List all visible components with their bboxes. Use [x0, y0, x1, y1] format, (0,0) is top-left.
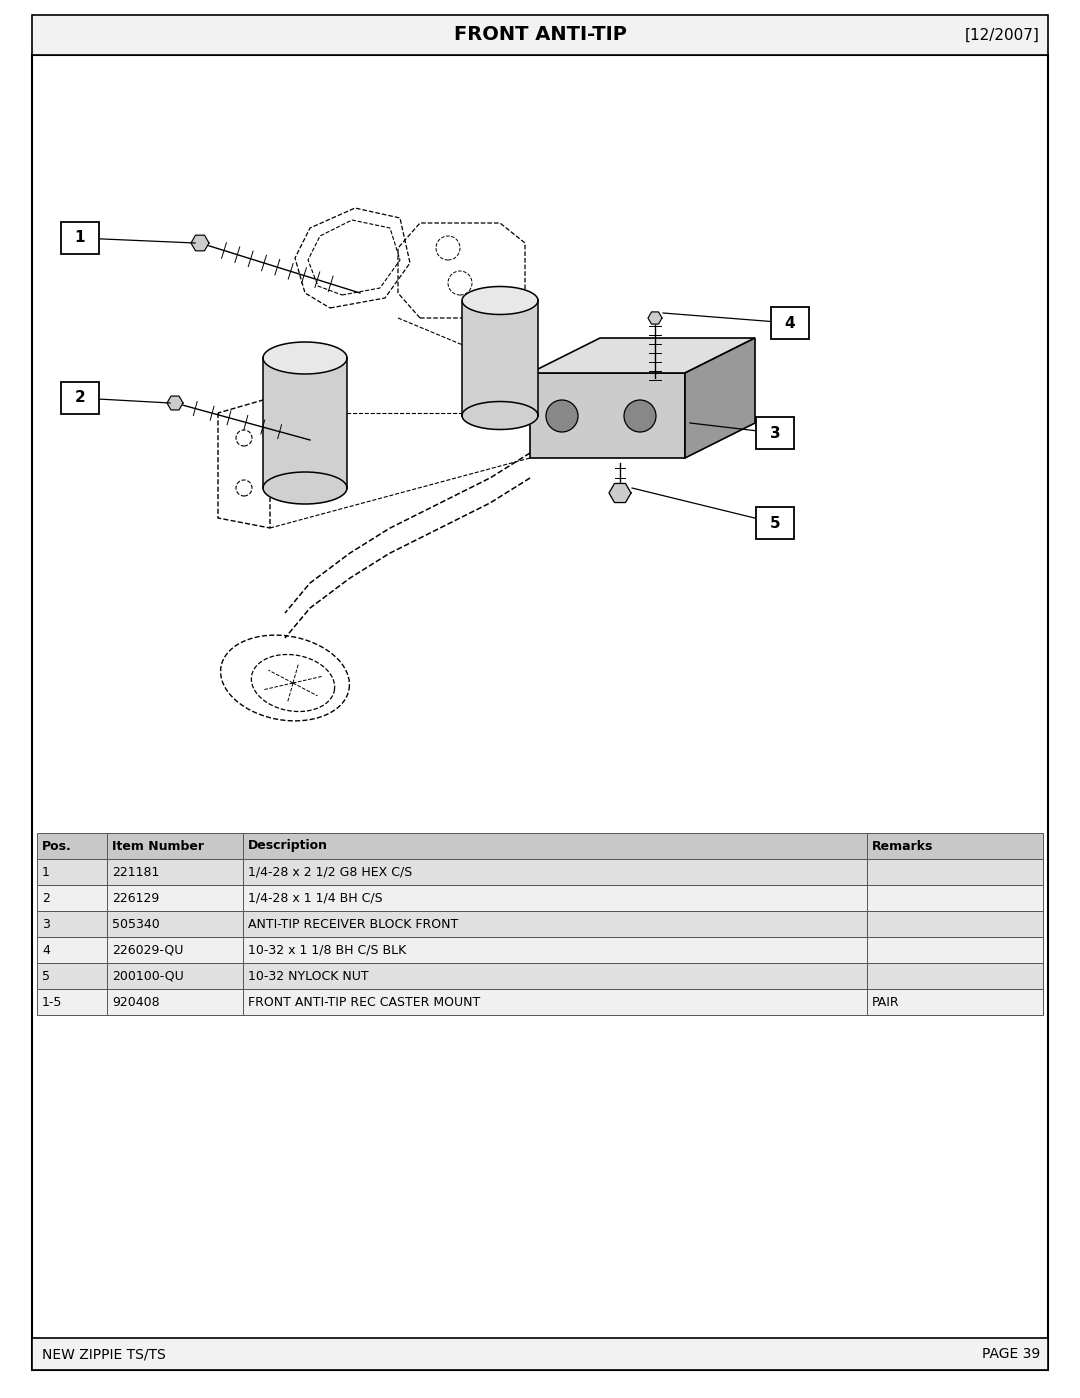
Bar — [771, 308, 809, 338]
Text: FRONT ANTI-TIP REC CASTER MOUNT: FRONT ANTI-TIP REC CASTER MOUNT — [248, 995, 481, 1008]
Text: 10-32 NYLOCK NUT: 10-32 NYLOCK NUT — [248, 969, 369, 983]
Circle shape — [546, 400, 578, 432]
Text: PAIR: PAIR — [872, 995, 900, 1008]
Text: 2: 2 — [75, 390, 85, 405]
Bar — [37, 885, 1043, 911]
Polygon shape — [530, 373, 685, 459]
Text: [12/2007]: [12/2007] — [966, 28, 1040, 42]
Polygon shape — [264, 358, 347, 488]
Text: 1: 1 — [75, 231, 85, 246]
Text: 226129: 226129 — [112, 892, 160, 905]
Text: 200100-QU: 200100-QU — [112, 969, 185, 983]
Text: Description: Description — [248, 840, 328, 853]
Polygon shape — [264, 343, 347, 375]
Bar — [60, 382, 99, 414]
Text: 4: 4 — [42, 944, 50, 956]
Bar — [32, 1338, 1048, 1370]
Bar — [37, 937, 1043, 963]
Bar — [37, 988, 1043, 1015]
Bar — [37, 858, 1043, 885]
Text: Item Number: Item Number — [112, 840, 204, 853]
Polygon shape — [462, 301, 538, 415]
Polygon shape — [462, 287, 538, 315]
Text: 1/4-28 x 1 1/4 BH C/S: 1/4-28 x 1 1/4 BH C/S — [248, 892, 382, 905]
Polygon shape — [530, 338, 755, 373]
Bar — [756, 507, 794, 540]
Polygon shape — [264, 473, 347, 505]
Text: Pos.: Pos. — [42, 840, 71, 853]
Bar — [37, 911, 1043, 937]
Bar — [32, 15, 1048, 55]
Text: 1/4-28 x 2 1/2 G8 HEX C/S: 1/4-28 x 2 1/2 G8 HEX C/S — [248, 865, 413, 878]
Text: 505340: 505340 — [112, 917, 160, 931]
Text: 3: 3 — [770, 425, 781, 440]
Text: 920408: 920408 — [112, 995, 160, 1008]
Text: 5: 5 — [770, 516, 781, 530]
Text: FRONT ANTI-TIP: FRONT ANTI-TIP — [454, 25, 626, 45]
Bar — [756, 417, 794, 449]
Text: 226029-QU: 226029-QU — [112, 944, 184, 956]
Text: 5: 5 — [42, 969, 50, 983]
Bar — [37, 963, 1043, 988]
Text: ANTI-TIP RECEIVER BLOCK FRONT: ANTI-TIP RECEIVER BLOCK FRONT — [248, 917, 459, 931]
Polygon shape — [609, 484, 631, 502]
Text: Remarks: Remarks — [872, 840, 933, 853]
Text: 10-32 x 1 1/8 BH C/S BLK: 10-32 x 1 1/8 BH C/S BLK — [248, 944, 406, 956]
Text: PAGE 39: PAGE 39 — [982, 1348, 1040, 1362]
Text: 3: 3 — [42, 917, 50, 931]
Text: 4: 4 — [785, 316, 795, 330]
Polygon shape — [685, 338, 755, 459]
Circle shape — [624, 400, 656, 432]
Text: 2: 2 — [42, 892, 50, 905]
Polygon shape — [462, 401, 538, 429]
Text: 221181: 221181 — [112, 865, 160, 878]
Text: 1-5: 1-5 — [42, 995, 63, 1008]
Text: 1: 1 — [42, 865, 50, 878]
Polygon shape — [167, 396, 183, 410]
Polygon shape — [648, 312, 662, 324]
Bar — [60, 222, 99, 254]
Polygon shape — [191, 235, 210, 250]
Text: NEW ZIPPIE TS/TS: NEW ZIPPIE TS/TS — [42, 1348, 165, 1362]
Bar — [37, 833, 1043, 858]
